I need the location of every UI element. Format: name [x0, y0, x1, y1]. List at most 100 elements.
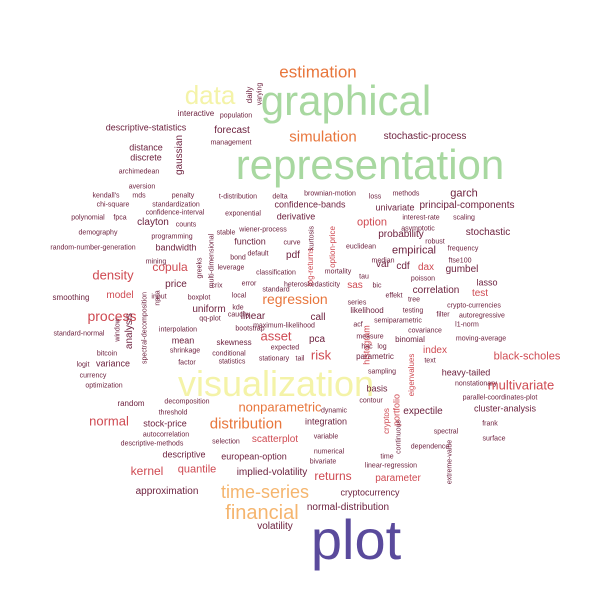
word-discrete: discrete: [130, 152, 162, 163]
word-acf: acf: [353, 321, 363, 329]
word-poisson: poisson: [410, 275, 436, 283]
word-analysis: analysis: [124, 312, 135, 350]
word-archimedean: archimedean: [118, 168, 160, 176]
word-random-number-generation: random-number-generation: [50, 244, 136, 252]
word-t-distribution: t-distribution: [218, 193, 258, 201]
word-forecast: forecast: [214, 125, 250, 136]
word-parametric: parametric: [356, 352, 394, 361]
word-model: model: [106, 290, 134, 301]
word-logit: logit: [76, 361, 90, 369]
word-hac: hac: [361, 343, 373, 351]
word-process: process: [87, 308, 137, 324]
word-distance: distance: [129, 142, 163, 153]
word-median: median: [371, 257, 395, 265]
word-penalty: penalty: [171, 192, 195, 200]
word-l1-norm: l1-norm: [455, 321, 479, 329]
word-autoregressive: autoregressive: [459, 312, 505, 320]
word-graphical: graphical: [260, 77, 432, 124]
word-tail: tail: [295, 355, 305, 363]
word-clayton: clayton: [137, 217, 169, 228]
word-semiparametric: semiparametric: [374, 317, 422, 325]
word-kurtosis: kurtosis: [308, 225, 316, 251]
word-threshold: threshold: [158, 409, 188, 417]
word-exponential: exponential: [225, 210, 261, 218]
word-covariance: covariance: [408, 327, 442, 335]
word-varying: varying: [256, 82, 264, 106]
word-effekt: effekt: [385, 292, 403, 300]
word-risk: risk: [310, 347, 332, 363]
word-data: data: [184, 80, 236, 110]
word-multi-dimensional: multi-dimensional: [208, 233, 216, 289]
word-heteroskedasticity: heteroskedasticity: [283, 281, 341, 289]
word-frank: frank: [482, 420, 498, 428]
word-implied-volatility: implied-volatility: [236, 467, 308, 478]
word-methods: methods: [392, 190, 420, 198]
word-standard: standard: [262, 286, 290, 294]
word-simulation: simulation: [289, 128, 357, 146]
word-shrinkage: shrinkage: [169, 347, 201, 355]
word-european-option: european-option: [221, 451, 287, 462]
word-mean: mean: [171, 335, 195, 346]
word-log-returns: log-returns: [306, 247, 315, 287]
word-programming: programming: [151, 233, 193, 241]
word-price: price: [165, 279, 187, 290]
word-integration: integration: [304, 416, 348, 427]
word-normal-distribution: normal-distribution: [306, 502, 390, 513]
word-stock-price: stock-price: [143, 418, 187, 429]
word-gumbel: gumbel: [445, 264, 479, 275]
word-window: window: [114, 318, 122, 342]
word-chi-square: chi-square: [96, 201, 130, 209]
word-factor: factor: [178, 359, 196, 367]
word-confidence-bands: confidence-bands: [274, 199, 346, 210]
word-testing: testing: [402, 307, 424, 315]
word-robust: robust: [425, 238, 445, 246]
word-basis: basis: [366, 383, 388, 394]
word-bandwidth: bandwidth: [155, 242, 197, 253]
word-smoothing: smoothing: [52, 293, 90, 302]
word-interpolation: interpolation: [158, 326, 198, 334]
word-asset: asset: [260, 328, 292, 344]
word-leverage: leverage: [217, 264, 245, 272]
word-financial: financial: [225, 502, 299, 524]
word-option-price: option-price: [328, 226, 337, 268]
word-test: test: [471, 288, 489, 299]
word-qq-plot: qq-plot: [199, 315, 221, 323]
word-sas: sas: [347, 280, 363, 291]
word-tree: tree: [407, 296, 421, 304]
word-var: var: [376, 259, 390, 270]
word-surface: surface: [482, 435, 506, 443]
word-visualization: visualization: [177, 363, 375, 404]
word-confidence-interval: confidence-interval: [145, 209, 205, 217]
word-plot: plot: [310, 508, 402, 571]
word-linear-regression: linear-regression: [364, 462, 418, 470]
word-sampling: sampling: [367, 368, 397, 376]
word-interest-rate: interest-rate: [402, 214, 440, 222]
word-correlation: correlation: [412, 285, 460, 296]
word-descriptive-methods: descriptive-methods: [120, 440, 184, 448]
word-cdf: cdf: [396, 261, 410, 272]
word-approximation: approximation: [135, 486, 199, 497]
word-polynomial: polynomial: [71, 214, 105, 222]
word-aversion: aversion: [128, 183, 156, 191]
word-index: index: [423, 345, 447, 356]
word-variable: variable: [313, 433, 339, 441]
word-input: input: [151, 293, 167, 301]
word-mortality: mortality: [324, 268, 352, 276]
word-mds: mds: [132, 192, 146, 200]
word-stationary: stationary: [258, 355, 290, 363]
word-dependence: dependence: [410, 443, 450, 451]
word-stochastic-process: stochastic-process: [383, 131, 467, 142]
word-tau: tau: [359, 273, 369, 281]
word-delta: delta: [272, 193, 288, 201]
word-loss: loss: [368, 193, 382, 201]
word-boxplot: boxplot: [187, 294, 211, 302]
word-brownian-motion: brownian-motion: [304, 190, 356, 198]
word-time: time: [380, 453, 394, 461]
word-function: function: [234, 236, 266, 247]
word-bic: bic: [372, 282, 382, 290]
word-dynamic: dynamic: [320, 407, 348, 415]
word-kde: kde: [232, 304, 244, 312]
word-binomial: binomial: [395, 335, 425, 344]
word-scatterplot: scatterplot: [251, 434, 299, 445]
